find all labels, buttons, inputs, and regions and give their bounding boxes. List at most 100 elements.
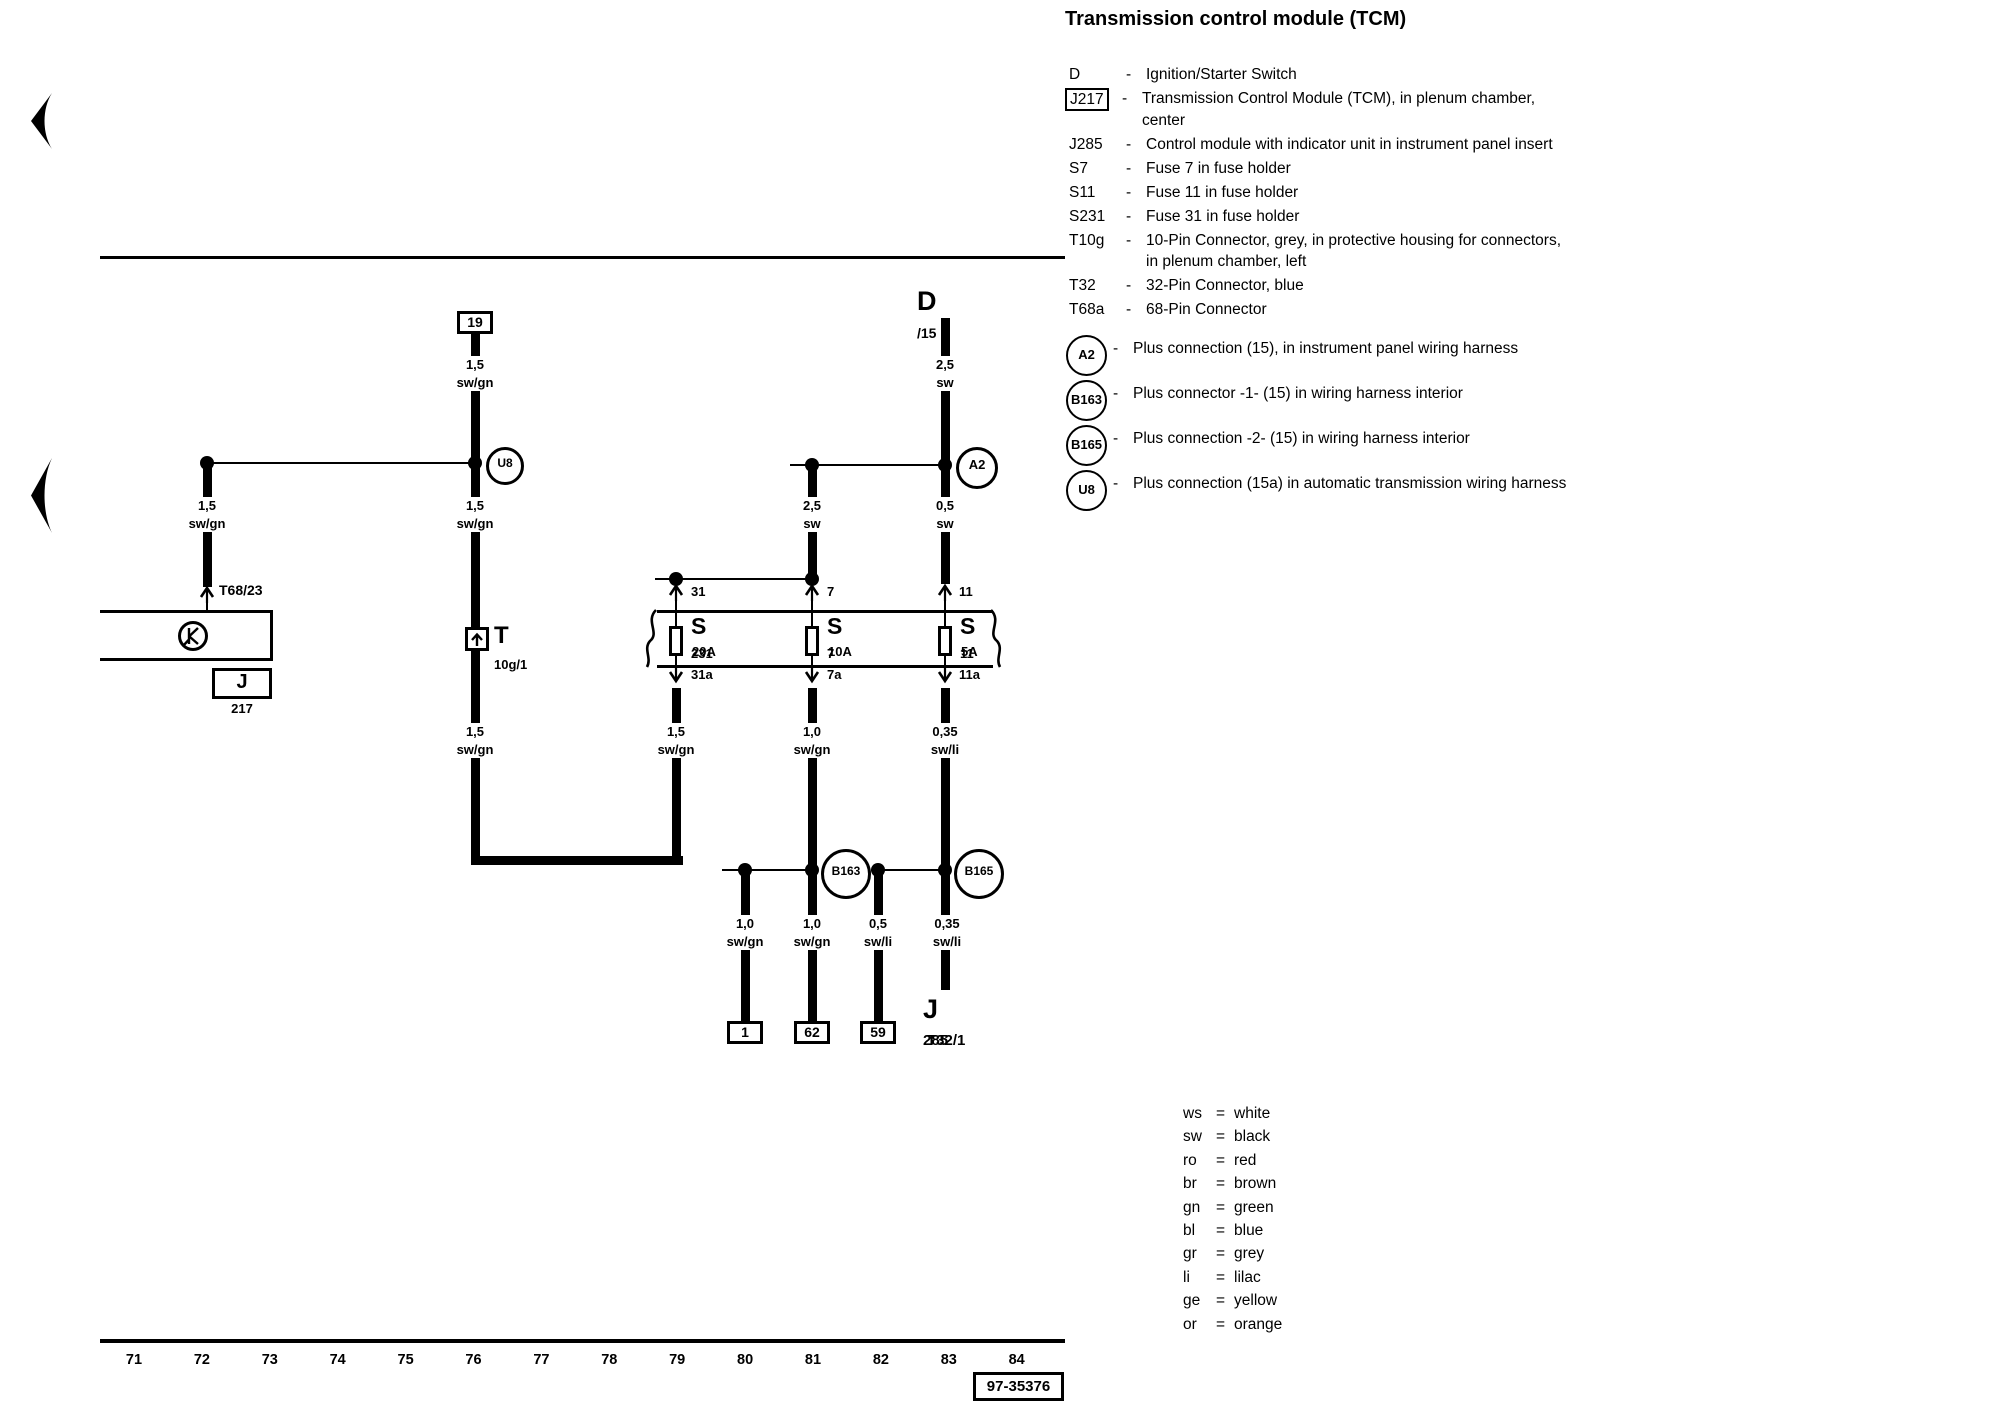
wire-label-line: 1,0 [802,724,822,739]
legend-item-code: T10g [1069,231,1105,249]
wire [471,855,683,865]
junction-dot [938,863,952,877]
wire-label-line: sw/gn [726,933,764,949]
wire-label: 1,5 sw/gn [454,497,496,532]
color-code-abbrev: sw [1183,1128,1202,1146]
wire [944,654,946,668]
fuse-name-S231: S 231 [691,613,713,661]
page-back-arrow-icon[interactable] [31,93,53,149]
legend-item-S11: S11 - Fuse 11 in fuse holder [1065,182,1570,204]
wire-label: 2,5 sw [800,497,824,532]
color-code-equals: = [1216,1151,1226,1169]
wire-label-line: 2,5 [935,357,955,372]
wire-label-line: 1,0 [802,916,822,931]
pin-arrow-up-icon [804,583,820,601]
page-back-arrow-icon[interactable] [31,458,53,533]
wire-label: 0,5 sw [933,497,957,532]
pin-label: 11 [959,584,973,599]
wire-label-line: sw/li [930,741,960,757]
track-number-75: 75 [397,1352,414,1368]
legend-item-dash: - [1126,135,1132,153]
legend-item-code: J285 [1069,135,1103,153]
color-code-row-sw: sw = black [1183,1125,1282,1148]
legend-item-dash: - [1126,277,1132,294]
wire [470,463,480,859]
wire-label: 0,35 sw/li [928,723,962,758]
wire [722,869,812,871]
color-code-name: yellow [1234,1292,1278,1310]
track-number-73: 73 [261,1352,278,1368]
wire [655,578,812,580]
color-code-equals: = [1216,1198,1226,1216]
part-label-main: J [236,671,248,693]
wire-label: 0,35 sw/li [930,915,964,950]
part-label-sub: 10g/1 [494,657,528,672]
wire-label-line: sw/gn [456,741,494,757]
color-code-name: brown [1234,1175,1277,1193]
junction-dot [938,458,952,472]
pin-label: 7 [827,584,835,599]
fuse-name-main: S [827,613,843,639]
legend-item-desc: Control module with indicator unit in in… [1146,135,1553,153]
color-code-abbrev: or [1183,1315,1197,1333]
wire-label-line: sw/li [932,933,962,949]
pin-arrow-down-icon [937,667,953,685]
track-number-80: 80 [737,1352,754,1368]
color-code-row-bl: bl = blue [1183,1219,1282,1242]
junction-dot [468,456,482,470]
wire-label: 1,5 sw/gn [454,356,496,391]
part-label-D15: D/15 [917,286,937,341]
terminal-box-1: 1 [727,1021,763,1044]
junction-dot [669,572,683,586]
wire-label-line: 1,5 [666,724,686,739]
color-code-equals: = [1216,1315,1226,1333]
color-code-abbrev: gn [1183,1198,1201,1216]
fuse-holder-break-left [641,608,659,669]
legend-item-S7: S7 - Fuse 7 in fuse holder [1065,158,1570,180]
legend-item-T68a: T68a -68-Pin Connector [1065,299,1570,321]
color-code-equals: = [1216,1268,1226,1286]
part-label-J285: J 285 [923,994,948,1049]
legend-item-dash: - [1113,384,1119,402]
pin-arrow-up-icon [668,583,684,601]
color-code-equals: = [1216,1105,1226,1122]
fuse-element-S231 [669,626,683,656]
fuse-name-sub: 11 [960,646,974,661]
tcm-component-box [100,610,273,661]
color-code-row-gr: gr = grey [1183,1242,1282,1265]
fuse-name-S11: S 11 [960,613,975,661]
wire [206,600,208,612]
track-number-81: 81 [804,1352,822,1368]
diagram-number-plate: 97-35376 [973,1372,1064,1401]
wire-label: 1,0 sw/gn [724,915,766,950]
page-title: Transmission control module (TCM) [1065,8,1407,30]
wire [944,613,946,628]
part-label-main: T [494,622,509,649]
legend-item-J217: J217- Transmission Control Module (TCM), … [1065,88,1570,131]
color-code-name: orange [1234,1315,1283,1333]
track-number-78: 78 [601,1352,618,1368]
legend-item-dash: - [1113,339,1119,357]
legend-circle-badge: U8 [1066,469,1107,511]
pin-label: 7a [827,667,842,682]
color-code-row-br: br = brown [1183,1172,1282,1195]
connection-node-A2: A2 [956,447,998,489]
wire-label-line: 1,5 [465,357,485,372]
wire-label: 0,5 sw/li [861,915,895,950]
wire [811,654,813,668]
legend-item-desc: Fuse 31 in fuse holder [1146,207,1300,225]
legend-item-dash: - [1126,159,1132,177]
junction-dot [805,572,819,586]
legend-circle-badge: A2 [1066,334,1107,376]
junction-dot [805,863,819,877]
legend-item-dash: - [1126,66,1132,83]
color-code-name: red [1234,1151,1257,1169]
track-number-77: 77 [533,1352,550,1368]
wire [940,318,950,465]
track-number-72: 72 [193,1352,210,1368]
color-code-row-ro: ro = red [1183,1149,1282,1172]
wire-label-line: sw/gn [456,515,494,531]
color-code-row-gn: gn = green [1183,1196,1282,1219]
pin-label: 11a [959,667,980,682]
wire-label-line: sw [803,515,821,531]
